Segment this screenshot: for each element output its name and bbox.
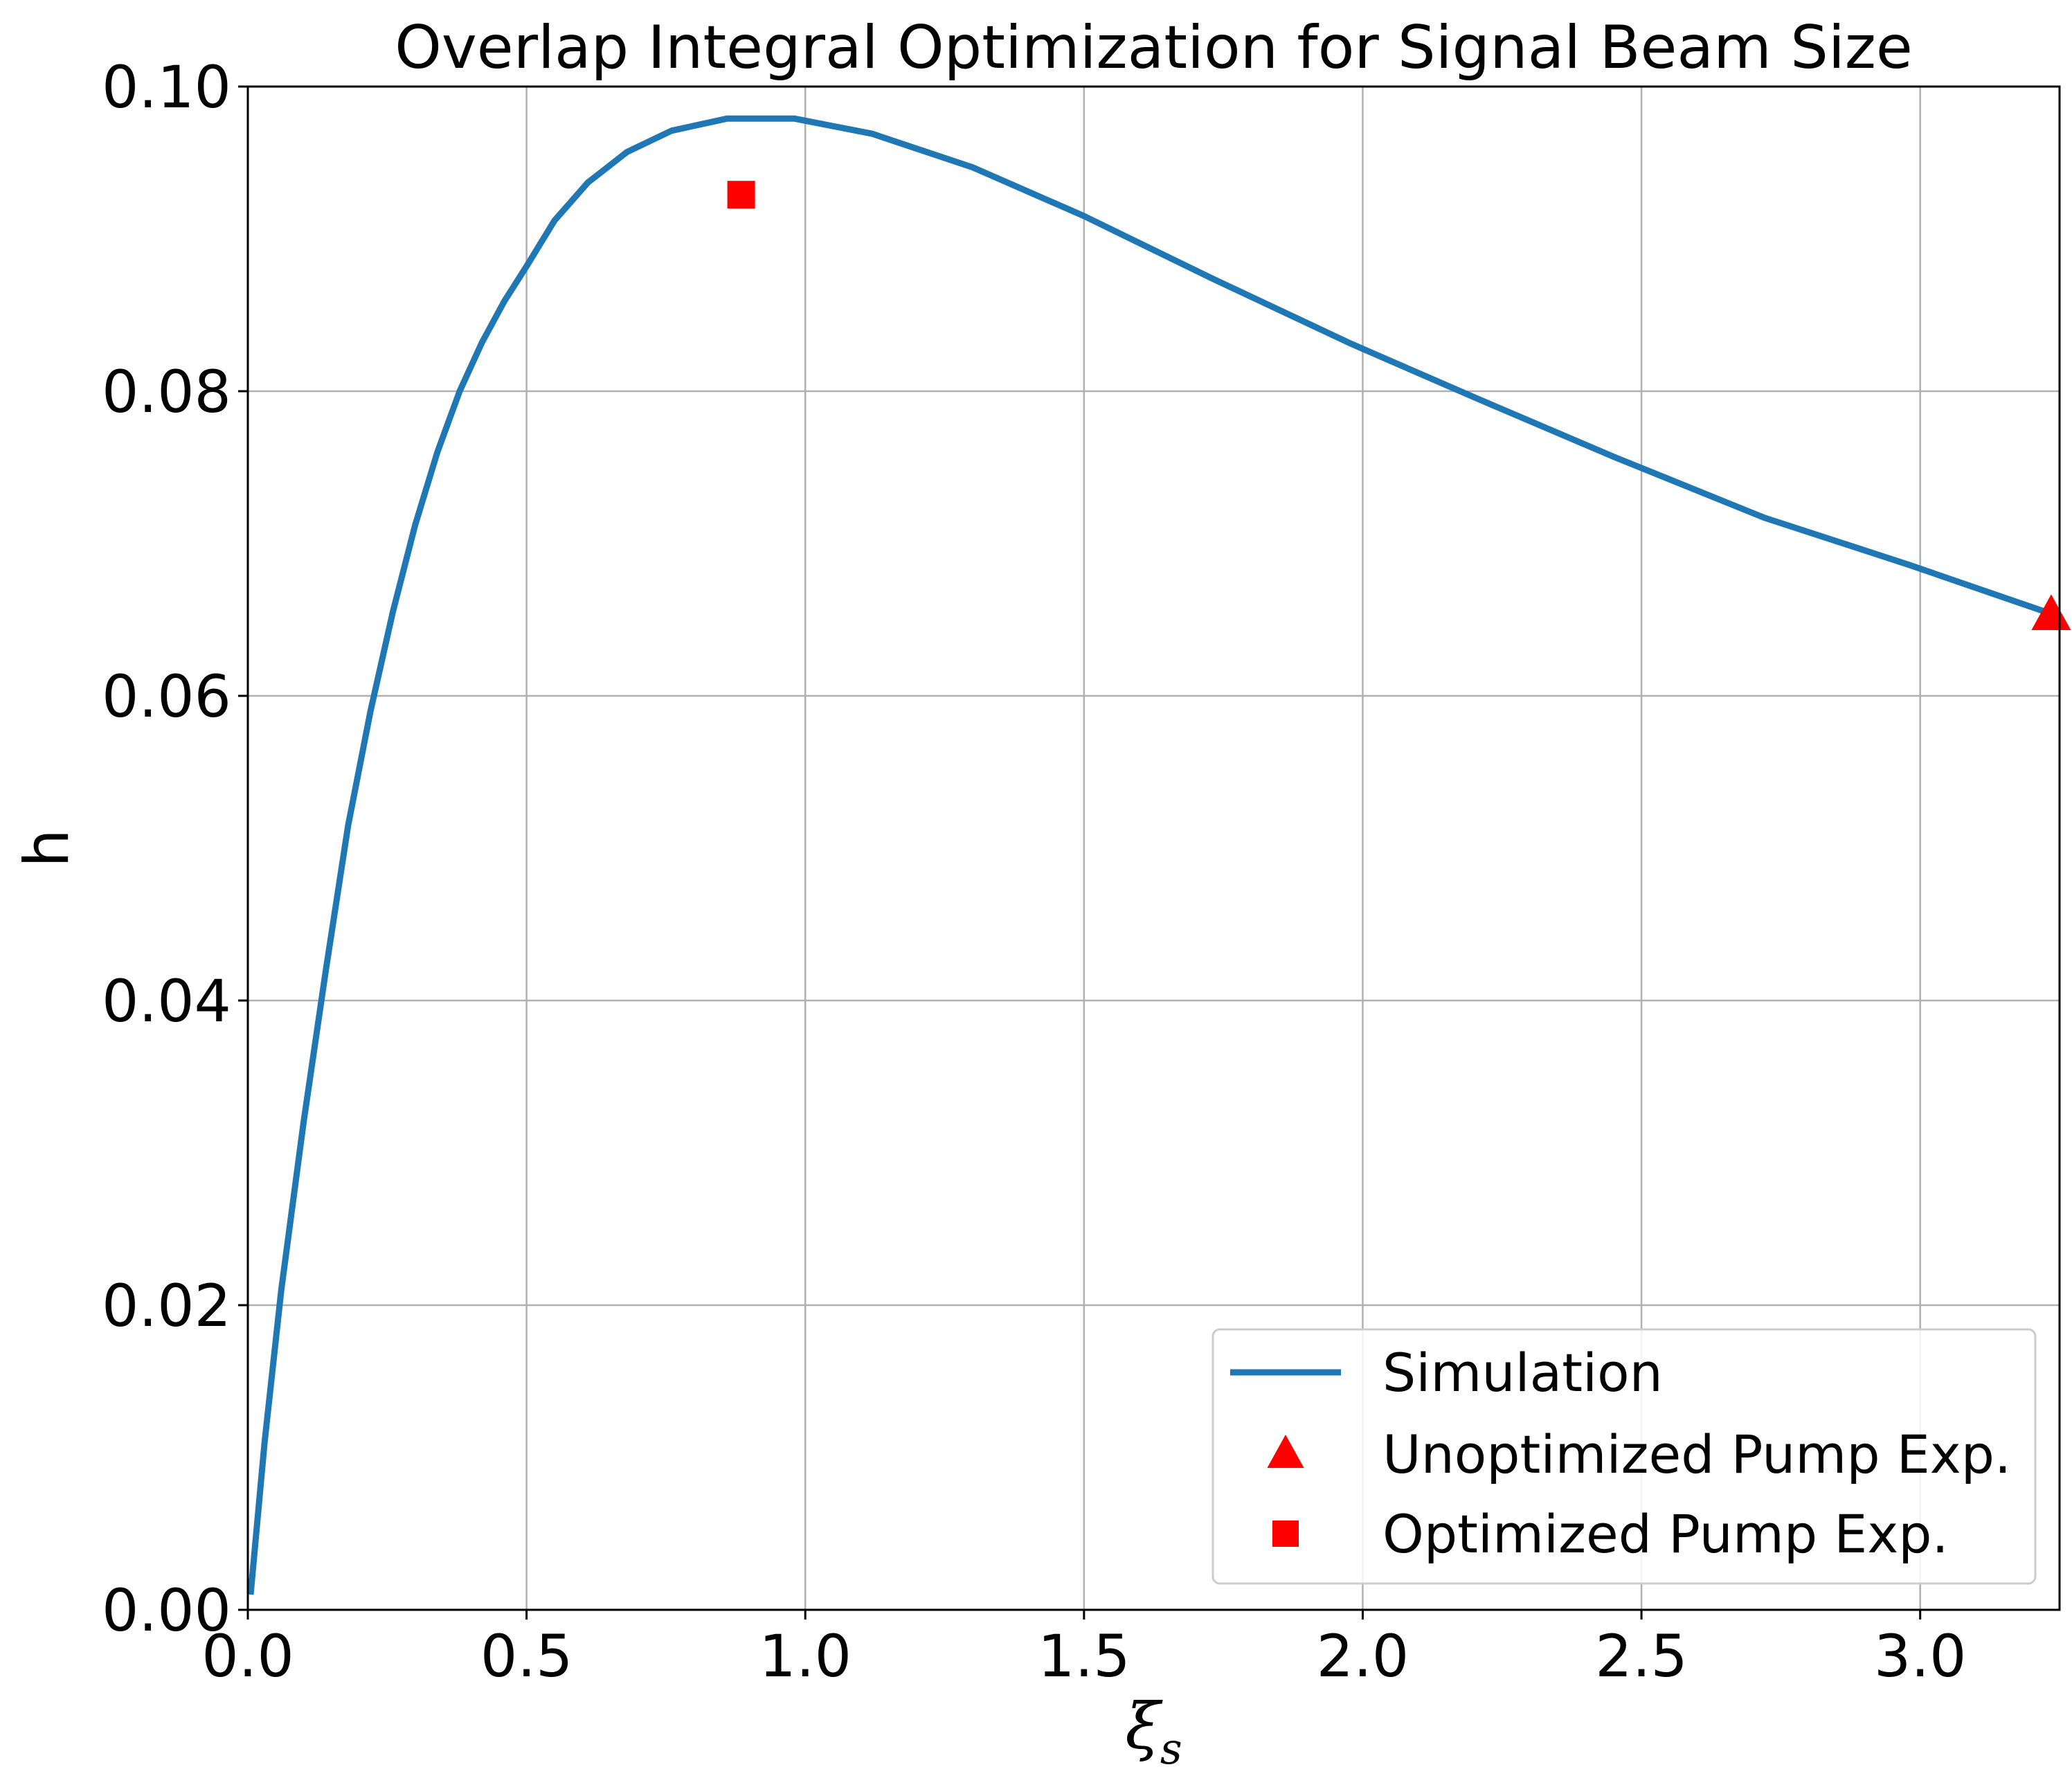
x-tick-label: 2.0 xyxy=(1317,1622,1409,1690)
legend-box xyxy=(1211,1328,2037,1585)
x-axis-label-symbol: ξ xyxy=(1125,1689,1163,1764)
y-tick-label: 0.06 xyxy=(102,663,231,730)
y-tick-label: 0.08 xyxy=(102,358,231,426)
plot-series xyxy=(247,115,2071,1595)
x-tick-label: 1.0 xyxy=(759,1622,852,1690)
simulation-line xyxy=(247,115,2061,1595)
legend-entry-unoptimized: Unoptimized Pump Exp. xyxy=(1382,1424,2011,1485)
chart-title: Overlap Integral Optimization for Signal… xyxy=(395,13,1913,82)
x-tick-label: 0.0 xyxy=(201,1622,294,1690)
y-tick-label: 0.10 xyxy=(102,53,231,121)
y-tick-label: 0.00 xyxy=(102,1577,231,1644)
optimized-pump-marker xyxy=(727,181,755,209)
y-axis-label: h xyxy=(11,829,82,868)
legend: Simulation Unoptimized Pump Exp. Optimized… xyxy=(1211,1328,2037,1585)
y-tick-label: 0.02 xyxy=(102,1272,231,1340)
unoptimized-pump-marker xyxy=(2031,594,2071,630)
legend-entry-simulation: Simulation xyxy=(1382,1342,1663,1403)
legend-handle-optimized xyxy=(1272,1521,1299,1547)
x-tick-label: 3.0 xyxy=(1874,1622,1967,1690)
x-axis-label: ξs xyxy=(1125,1689,1182,1774)
y-tick-label: 0.04 xyxy=(102,967,231,1035)
legend-entries: Simulation Unoptimized Pump Exp. Optimized… xyxy=(1230,1342,2011,1565)
axis-ticks: 0.0 0.5 1.0 1.5 2.0 2.5 3.0 0.00 0.02 0.04 0.06 0.0… xyxy=(102,53,1967,1690)
x-tick-label: 2.5 xyxy=(1595,1622,1688,1690)
x-tick-label: 0.5 xyxy=(480,1622,573,1690)
x-axis-label-subscript: s xyxy=(1160,1723,1182,1774)
legend-handle-unoptimized xyxy=(1267,1435,1304,1469)
legend-entry-optimized: Optimized Pump Exp. xyxy=(1382,1503,1949,1565)
x-tick-label: 1.5 xyxy=(1038,1622,1130,1690)
axes-frame xyxy=(246,85,2061,1611)
